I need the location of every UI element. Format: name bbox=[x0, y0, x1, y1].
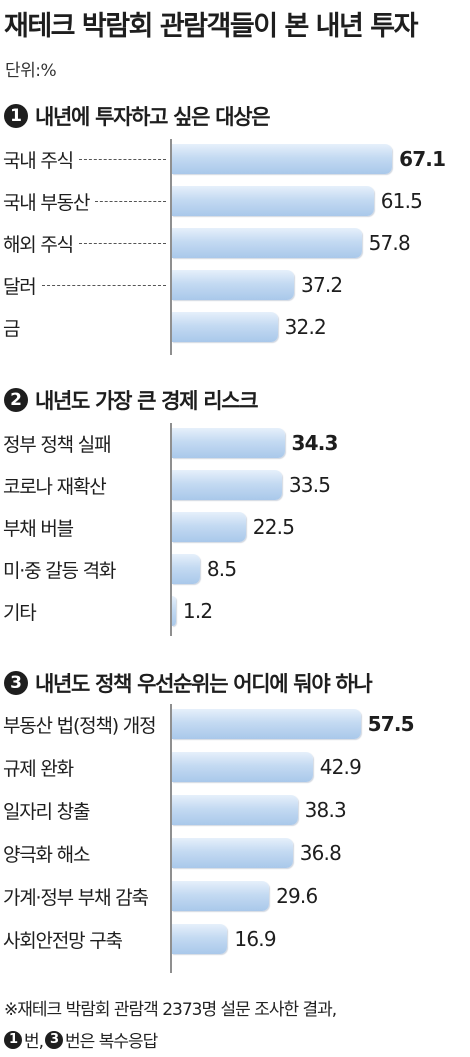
bar-row: 양극화 해소 36.8 bbox=[0, 837, 470, 869]
section-number-badge: 2 bbox=[4, 388, 28, 412]
category-label: 해외 주식 bbox=[3, 227, 75, 259]
bar-row: 코로나 재확산 33.5 bbox=[0, 469, 470, 501]
bar bbox=[172, 144, 393, 174]
value-label: 1.2 bbox=[182, 599, 213, 623]
leader-line bbox=[42, 285, 166, 286]
value-label: 33.5 bbox=[288, 473, 331, 497]
bar bbox=[172, 270, 295, 300]
category-label: 코로나 재확산 bbox=[3, 469, 108, 501]
category-label: 사회안전망 구축 bbox=[3, 923, 124, 955]
value-label: 61.5 bbox=[380, 189, 423, 213]
bar bbox=[172, 312, 278, 342]
category-label: 정부 정책 실패 bbox=[3, 427, 113, 459]
axis-line bbox=[170, 139, 172, 355]
value-label: 67.1 bbox=[399, 147, 446, 171]
bar bbox=[172, 838, 293, 868]
bar bbox=[172, 752, 313, 782]
value-label: 8.5 bbox=[206, 557, 237, 581]
section-number-badge: 3 bbox=[4, 671, 28, 695]
bar-row: 금 32.2 bbox=[0, 311, 470, 343]
axis-line bbox=[170, 423, 172, 636]
section-title: 내년도 가장 큰 경제 리스크 bbox=[35, 389, 259, 413]
value-label: 57.8 bbox=[368, 231, 411, 255]
value-label: 22.5 bbox=[252, 515, 295, 539]
axis-line bbox=[170, 704, 172, 973]
bar bbox=[172, 512, 246, 542]
value-label: 36.8 bbox=[299, 841, 342, 865]
footnote-text: 번은 복수응답 bbox=[65, 1032, 158, 1052]
bar-row: 국내 주식 67.1 bbox=[0, 143, 470, 175]
category-label: 부동산 법(정책) 개정 bbox=[3, 708, 158, 740]
unit-label: 단위:% bbox=[5, 61, 57, 81]
section-heading-1: 1 내년에 투자하고 싶은 대상은 bbox=[4, 102, 271, 130]
value-label: 42.9 bbox=[319, 755, 362, 779]
value-label: 29.6 bbox=[276, 884, 318, 908]
bar bbox=[172, 881, 270, 911]
category-label: 미·중 갈등 격화 bbox=[3, 553, 118, 585]
bar-row: 일자리 창출 38.3 bbox=[0, 794, 470, 826]
bar bbox=[172, 795, 298, 825]
footnote-line2: 1 번, 3 번은 복수응답 bbox=[4, 1027, 158, 1052]
category-label: 금 bbox=[3, 311, 22, 343]
section-number-badge: 1 bbox=[4, 104, 28, 128]
chart-title: 재테크 박람회 관람객들이 본 내년 투자 bbox=[4, 11, 418, 42]
bar-row: 가계·정부 부채 감축 29.6 bbox=[0, 880, 470, 912]
footnote-line1: ※재테크 박람회 관람객 2373명 설문 조사한 결과, bbox=[4, 1000, 337, 1020]
category-label: 국내 부동산 bbox=[3, 185, 92, 217]
category-label: 부채 버블 bbox=[3, 511, 75, 543]
bar bbox=[172, 428, 285, 458]
category-label: 규제 완화 bbox=[3, 751, 75, 783]
bar-row: 해외 주식 57.8 bbox=[0, 227, 470, 259]
value-label: 37.2 bbox=[301, 273, 343, 297]
bar-row: 부채 버블 22.5 bbox=[0, 511, 470, 543]
category-label: 가계·정부 부채 감축 bbox=[3, 880, 150, 912]
leader-line bbox=[95, 201, 166, 202]
bar bbox=[172, 924, 228, 954]
footnote-number-badge: 1 bbox=[4, 1030, 22, 1049]
bar-row: 정부 정책 실패 34.3 bbox=[0, 427, 470, 459]
bar-row: 달러 37.2 bbox=[0, 269, 470, 301]
category-label: 일자리 창출 bbox=[3, 794, 92, 826]
bar-row: 미·중 갈등 격화 8.5 bbox=[0, 553, 470, 585]
section-heading-2: 2 내년도 가장 큰 경제 리스크 bbox=[4, 386, 259, 414]
bar-row: 규제 완화 42.9 bbox=[0, 751, 470, 783]
bar bbox=[172, 709, 361, 739]
bar-row: 사회안전망 구축 16.9 bbox=[0, 923, 470, 955]
bar-row: 기타 1.2 bbox=[0, 595, 470, 627]
bar bbox=[172, 228, 362, 258]
category-label: 달러 bbox=[3, 269, 38, 301]
value-label: 57.5 bbox=[367, 712, 415, 736]
value-label: 32.2 bbox=[284, 315, 327, 339]
value-label: 34.3 bbox=[291, 431, 339, 455]
footnote-text: 번, bbox=[24, 1032, 44, 1052]
section-title: 내년에 투자하고 싶은 대상은 bbox=[35, 105, 271, 129]
section-title: 내년도 정책 우선순위는 어디에 둬야 하나 bbox=[35, 672, 373, 696]
bar bbox=[172, 470, 282, 500]
bar bbox=[172, 596, 176, 626]
category-label: 국내 주식 bbox=[3, 143, 75, 175]
leader-line bbox=[79, 243, 166, 244]
category-label: 양극화 해소 bbox=[3, 837, 92, 869]
leader-line bbox=[79, 159, 166, 160]
value-label: 38.3 bbox=[304, 798, 347, 822]
section-heading-3: 3 내년도 정책 우선순위는 어디에 둬야 하나 bbox=[4, 669, 373, 697]
bar-row: 부동산 법(정책) 개정 57.5 bbox=[0, 708, 470, 740]
bar bbox=[172, 186, 374, 216]
bar-row: 국내 부동산 61.5 bbox=[0, 185, 470, 217]
value-label: 16.9 bbox=[234, 927, 276, 951]
footnote-number-badge: 3 bbox=[45, 1030, 64, 1049]
category-label: 기타 bbox=[3, 595, 38, 627]
bar bbox=[172, 554, 200, 584]
